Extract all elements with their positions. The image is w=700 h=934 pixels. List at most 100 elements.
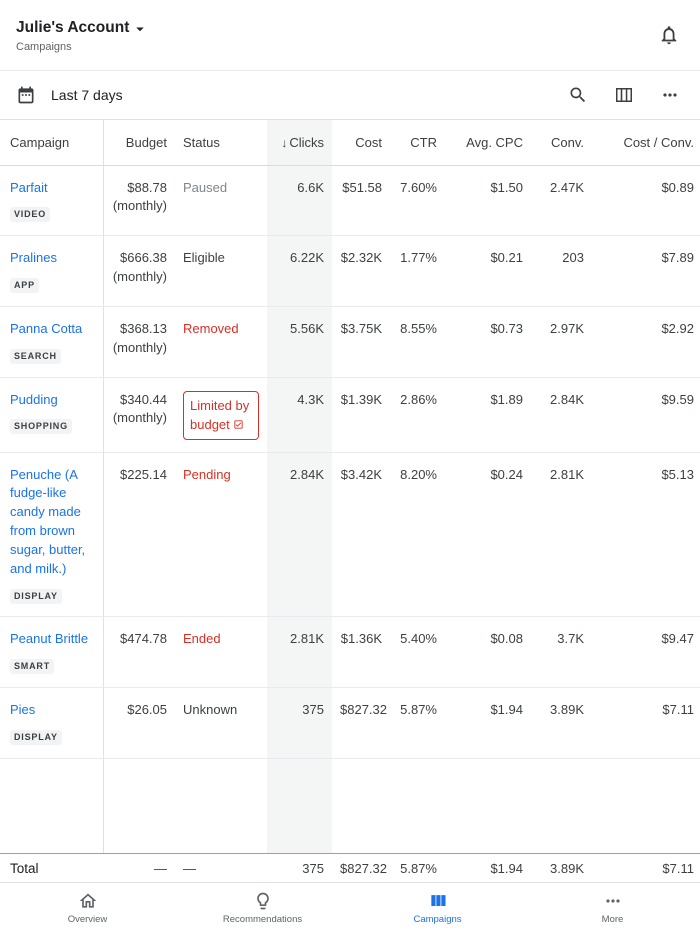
conv-cell: 3.7K bbox=[531, 616, 592, 689]
badge-row: SMART bbox=[10, 656, 93, 675]
nav-item-campaigns[interactable]: Campaigns bbox=[350, 883, 525, 934]
nav-item-label: Campaigns bbox=[413, 914, 462, 925]
budget-amount: $666.38 bbox=[120, 250, 167, 266]
budget-amount: $26.05 bbox=[127, 702, 167, 718]
cost-cell: $1.36K bbox=[332, 616, 390, 689]
account-switcher[interactable]: Julie's Account bbox=[16, 18, 149, 38]
account-block: Julie's Account Campaigns bbox=[16, 18, 149, 53]
badge-row: DISPLAY bbox=[10, 586, 93, 605]
budget-cell: $26.05 bbox=[103, 687, 175, 759]
column-header-label: Avg. CPC bbox=[466, 134, 523, 150]
cost-per-conv-cell: $7.11 bbox=[592, 687, 700, 759]
clicks-cell: 2.81K bbox=[267, 616, 332, 689]
campaign-name-link[interactable]: Peanut Brittle bbox=[10, 631, 89, 647]
campaign-type-badge: SEARCH bbox=[10, 348, 61, 364]
campaign-cell: Pudding SHOPPING bbox=[0, 377, 103, 453]
conv-cell: 2.47K bbox=[531, 165, 592, 237]
campaign-name-link[interactable]: Panna Cotta bbox=[10, 320, 83, 336]
page-subtitle: Campaigns bbox=[16, 40, 72, 53]
status-cell: Unknown bbox=[175, 687, 267, 759]
column-header-status[interactable]: Status bbox=[175, 120, 267, 166]
column-header-cost-conv[interactable]: Cost / Conv. bbox=[592, 120, 700, 166]
total-avg-cpc: $1.94 bbox=[490, 860, 523, 876]
chevron-down-icon bbox=[136, 27, 145, 31]
sort-descending-icon: ↓ bbox=[281, 135, 288, 150]
app-header: Julie's Account Campaigns bbox=[0, 0, 700, 71]
clicks-cell: 375 bbox=[267, 687, 332, 759]
date-range-selector[interactable]: Last 7 days bbox=[16, 85, 123, 105]
campaign-row: Pies DISPLAY $26.05 Unknown 375 $827.32 5.87% $… bbox=[0, 687, 700, 759]
ctr-cell: 5.87% bbox=[390, 687, 445, 759]
status-cell: Pending bbox=[175, 452, 267, 618]
nav-item-more[interactable]: More bbox=[525, 883, 700, 934]
campaign-name-link[interactable]: Pudding bbox=[10, 391, 58, 407]
total-status: — bbox=[183, 860, 196, 876]
campaign-name-link[interactable]: Parfait bbox=[10, 179, 48, 195]
column-header-ctr[interactable]: CTR bbox=[390, 120, 445, 166]
budget-cell: $225.14 bbox=[103, 452, 175, 618]
status-label: Unknown bbox=[183, 702, 238, 718]
conv-cell: 3.89K bbox=[531, 687, 592, 759]
clicks-cell: 4.3K bbox=[267, 377, 332, 453]
nav-item-recommendations[interactable]: Recommendations bbox=[175, 883, 350, 934]
status-cell: Removed bbox=[175, 306, 267, 378]
badge-row: VIDEO bbox=[10, 204, 93, 223]
budget-amount: $368.13 bbox=[120, 320, 167, 336]
date-range-label: Last 7 days bbox=[51, 87, 123, 103]
clicks-cell: 5.56K bbox=[267, 306, 332, 378]
status-cell: Limited by budget bbox=[175, 377, 267, 453]
column-header-conv[interactable]: Conv. bbox=[531, 120, 592, 166]
campaign-row: Pralines APP $666.38 (monthly) Eligible 6.22K… bbox=[0, 235, 700, 307]
column-header-label: Campaign bbox=[10, 134, 70, 150]
campaign-row: Parfait VIDEO $88.78 (monthly) Paused 6.6K $51… bbox=[0, 165, 700, 237]
column-header-budget[interactable]: Budget bbox=[103, 120, 175, 166]
clicks-cell: 6.6K bbox=[267, 165, 332, 237]
avg-cpc-cell: $0.24 bbox=[445, 452, 531, 618]
avg-cpc-cell: $1.89 bbox=[445, 377, 531, 453]
search-button[interactable] bbox=[568, 85, 588, 105]
cost-per-conv-cell: $5.13 bbox=[592, 452, 700, 618]
cost-per-conv-cell: $9.47 bbox=[592, 616, 700, 689]
column-header-label: Budget bbox=[125, 134, 167, 150]
campaign-type-badge: VIDEO bbox=[10, 207, 51, 223]
campaign-type-badge: SMART bbox=[10, 659, 54, 675]
total-cost: $827.32 bbox=[340, 860, 387, 876]
budget-cell: $88.78 (monthly) bbox=[103, 165, 175, 237]
clicks-cell: 6.22K bbox=[267, 235, 332, 307]
column-header-cost[interactable]: Cost bbox=[332, 120, 390, 166]
campaign-name-link[interactable]: Pralines bbox=[10, 250, 57, 266]
column-header-clicks[interactable]: ↓ Clicks bbox=[267, 120, 332, 166]
campaign-cell: Peanut Brittle SMART bbox=[0, 616, 103, 689]
campaign-cell: Penuche (A fudge-like candy made from br… bbox=[0, 452, 103, 618]
conv-cell: 2.84K bbox=[531, 377, 592, 453]
budget-amount: $474.78 bbox=[120, 631, 167, 647]
cost-cell: $3.75K bbox=[332, 306, 390, 378]
totals-row: Total — — 375 $827.32 5.87% $1.94 3.89K … bbox=[0, 853, 700, 882]
calendar-icon bbox=[18, 86, 34, 104]
status-label: Pending bbox=[183, 466, 231, 482]
nav-item-label: Overview bbox=[67, 914, 108, 925]
column-header-label: Cost bbox=[355, 134, 382, 150]
campaign-name-link[interactable]: Pies bbox=[10, 702, 36, 718]
bottom-navigation: Overview Recommendations Campaigns More bbox=[0, 882, 700, 934]
notifications-button[interactable] bbox=[658, 24, 680, 46]
total-label: Total bbox=[10, 860, 39, 876]
total-ctr: 5.87% bbox=[400, 860, 437, 876]
clicks-cell: 2.84K bbox=[267, 452, 332, 618]
overflow-menu-button[interactable] bbox=[660, 85, 680, 105]
overflow-menu-icon bbox=[663, 93, 677, 97]
nav-item-overview[interactable]: Overview bbox=[0, 883, 175, 934]
column-header-campaign[interactable]: Campaign bbox=[0, 120, 103, 166]
total-clicks: 375 bbox=[302, 860, 324, 876]
limited-by-budget-badge[interactable]: Limited by budget bbox=[183, 390, 259, 440]
column-header-avg-cpc[interactable]: Avg. CPC bbox=[445, 120, 531, 166]
campaign-name-link[interactable]: Penuche (A fudge-like candy made from br… bbox=[10, 466, 86, 576]
avg-cpc-cell: $0.73 bbox=[445, 306, 531, 378]
column-chooser-button[interactable] bbox=[614, 85, 634, 105]
column-header-label: Status bbox=[183, 134, 220, 150]
status-label: Ended bbox=[183, 631, 221, 647]
campaigns-table-area: Campaign Budget Status ↓ Clicks Cost CTR Avg. C… bbox=[0, 120, 700, 853]
lightbulb-icon bbox=[253, 891, 273, 911]
column-header-label: Clicks bbox=[289, 134, 324, 150]
